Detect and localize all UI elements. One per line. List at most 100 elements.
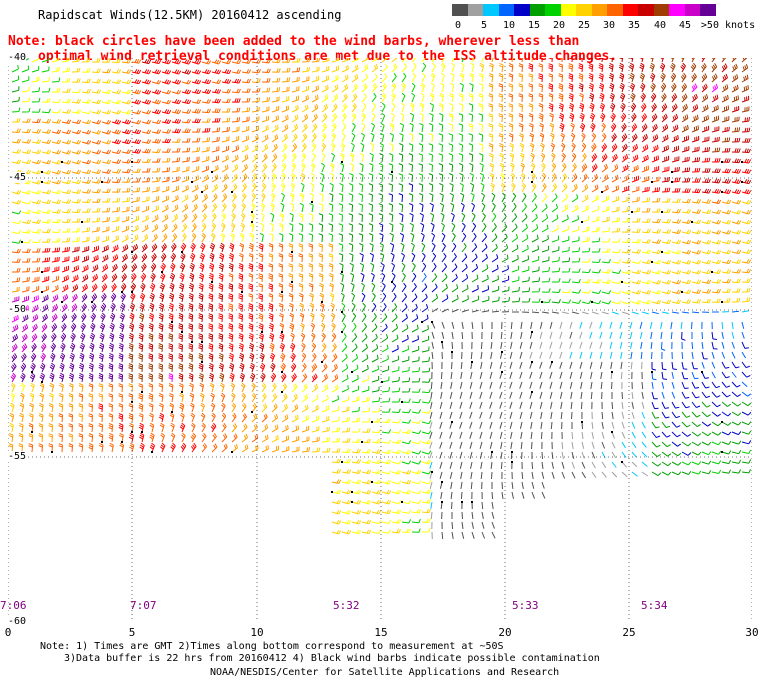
wind-barb [571, 311, 579, 315]
wind-barb [258, 263, 264, 273]
wind-barb [151, 79, 162, 85]
wind-barb [81, 246, 90, 253]
wind-barb [531, 461, 534, 470]
wind-barb [169, 282, 175, 293]
wind-barb [258, 332, 264, 343]
wind-barb [691, 351, 694, 359]
contamination-marker [201, 341, 203, 343]
wind-barb [21, 258, 31, 263]
wind-barb [381, 489, 392, 495]
wind-barb [169, 402, 174, 413]
wind-barb [208, 333, 214, 343]
wind-barb [651, 208, 661, 213]
wind-barb [31, 314, 39, 323]
wind-barb [601, 311, 609, 315]
wind-barb [609, 331, 613, 339]
wind-barb [71, 237, 81, 243]
wind-barb [369, 252, 374, 263]
wind-barb [41, 209, 52, 214]
wind-barb [470, 361, 473, 369]
wind-barb [471, 263, 479, 273]
wind-barb [741, 371, 751, 378]
wind-barb [449, 451, 453, 459]
wind-barb [351, 64, 359, 73]
wind-barb [340, 152, 345, 163]
wind-barb [609, 321, 613, 329]
wind-barb [451, 331, 454, 339]
wind-barb [711, 147, 721, 153]
wind-barb [439, 102, 444, 113]
wind-barb [561, 257, 571, 263]
wind-barb [599, 341, 603, 349]
wind-barb [101, 79, 112, 84]
wind-barb [711, 136, 720, 143]
wind-barb [671, 229, 682, 235]
wind-barb [691, 441, 702, 447]
wind-barb [41, 266, 50, 273]
wind-barb [418, 143, 424, 153]
wind-barb [558, 102, 564, 113]
wind-barb [539, 331, 543, 339]
scale-label: 15 [527, 20, 541, 31]
wind-barb [301, 162, 306, 173]
wind-barb [671, 145, 680, 153]
wind-barb [168, 353, 173, 363]
wind-barb [271, 435, 279, 443]
wind-barb [118, 383, 123, 393]
wind-barb [550, 142, 556, 153]
wind-barb [631, 299, 642, 305]
wind-barb [409, 203, 414, 213]
wind-barb [701, 421, 712, 427]
wind-barb [451, 361, 453, 370]
wind-barb [371, 386, 380, 393]
wind-barb [481, 192, 485, 203]
wind-barb [571, 204, 579, 213]
wind-barb [210, 402, 216, 413]
wind-barb [81, 198, 91, 204]
wind-barb [581, 237, 590, 243]
wind-barb [418, 173, 423, 183]
wind-barb [21, 118, 31, 123]
wind-barb [469, 82, 474, 93]
wind-barb [539, 351, 543, 359]
wind-barb [31, 189, 42, 195]
wind-barb [571, 236, 580, 243]
wind-barb [181, 59, 192, 65]
wind-barb [510, 441, 513, 449]
wind-barb [231, 145, 239, 153]
wind-barb [649, 321, 653, 329]
wind-barb [399, 222, 404, 233]
wind-barb [671, 451, 682, 457]
wind-barb [731, 421, 742, 426]
wind-barb [208, 362, 214, 373]
wind-barb [31, 295, 39, 303]
wind-barb [351, 292, 356, 303]
wind-barb [441, 252, 447, 263]
wind-barb [680, 321, 683, 329]
wind-barb [551, 225, 559, 233]
wind-barb [489, 421, 493, 429]
wind-barb [349, 162, 354, 173]
wind-barb [101, 273, 108, 283]
wind-barb [561, 278, 571, 283]
wind-barb [601, 290, 612, 295]
wind-barb [329, 292, 335, 303]
wind-barb [619, 331, 623, 339]
wind-barb [549, 381, 553, 389]
wind-barb [508, 132, 514, 143]
wind-barb [549, 391, 553, 399]
wind-barb [331, 479, 342, 484]
wind-barb [30, 352, 37, 363]
wind-barb [41, 139, 52, 145]
wind-barb [741, 449, 752, 454]
wind-barb [661, 279, 672, 285]
wind-barb [721, 178, 732, 184]
wind-barb [479, 421, 483, 429]
wind-barb [41, 66, 50, 73]
wind-barb [501, 491, 504, 499]
wind-barb [681, 124, 689, 133]
wind-barb [570, 391, 573, 399]
wind-barb [458, 113, 464, 123]
note-line-2: optimal wind retrieval conditions are me… [38, 49, 618, 64]
scale-label: 35 [627, 20, 641, 31]
